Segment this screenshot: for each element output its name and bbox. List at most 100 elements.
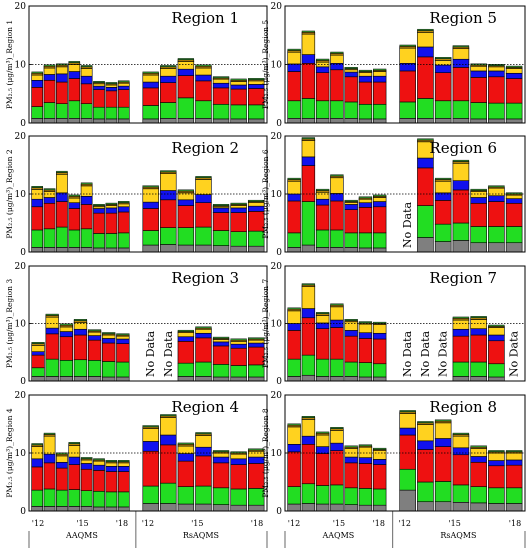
bar-cap (56, 452, 68, 455)
bar-segment (301, 286, 316, 309)
bar-segment (87, 359, 102, 377)
bar-segment (488, 376, 505, 382)
bar-segment (56, 73, 68, 83)
bar-segment (315, 247, 330, 253)
bar-segment (43, 247, 56, 253)
bar-segment (212, 376, 230, 382)
x-tick-label: '15 (448, 519, 460, 528)
bar-segment (31, 489, 44, 507)
bar-segment (117, 506, 130, 512)
bar-segment (470, 197, 487, 204)
bar-segment (177, 341, 195, 364)
bar-cap (80, 182, 93, 185)
bar-segment (116, 361, 130, 378)
bar-cap (301, 283, 316, 286)
bar-segment (330, 430, 344, 444)
y-axis-label: PM₂.₅ (μg/m³)_Region 2 (5, 149, 14, 238)
bar-segment (488, 503, 505, 512)
y-tick-label: 20 (271, 262, 283, 272)
bar-segment (330, 327, 344, 360)
bar-cap (417, 28, 434, 31)
bar-segment (68, 506, 81, 512)
bar-segment (417, 422, 434, 425)
bar-cap (212, 450, 230, 453)
bar-segment (434, 180, 452, 194)
bar-cap (31, 443, 43, 446)
bar-segment (452, 222, 470, 241)
bar-segment (230, 212, 247, 232)
bar-segment (434, 420, 452, 424)
bar-segment (102, 334, 116, 339)
bar-segment (372, 464, 387, 490)
bar-cap (470, 188, 487, 191)
bar-cap (358, 321, 373, 324)
bar-segment (80, 506, 93, 512)
bar-segment (505, 459, 523, 466)
y-axis-label: PM₂.₅ (μg/m³)_Region 8 (261, 408, 270, 497)
bar-segment (452, 435, 470, 449)
bar-segment (142, 428, 159, 442)
no-data-label: No Data (419, 330, 432, 377)
bar-segment (160, 102, 177, 119)
bar-segment (301, 165, 316, 202)
bar-segment (358, 75, 373, 83)
bar-cap (160, 65, 177, 68)
bar-segment (470, 202, 487, 227)
bar-segment (358, 247, 373, 253)
bar-segment (417, 56, 434, 99)
bar-segment (80, 83, 93, 104)
bar-segment (73, 334, 88, 361)
no-data-label: No Data (401, 201, 414, 248)
bar-segment (417, 32, 434, 48)
bar-segment (116, 335, 130, 340)
bar-segment (195, 433, 212, 436)
bar-segment (344, 376, 358, 382)
y-tick-label: 10 (15, 190, 27, 200)
y-tick-label: 10 (15, 320, 27, 330)
bar-segment (287, 200, 301, 234)
bar-segment (177, 244, 195, 253)
bar-segment (102, 361, 116, 378)
bar-segment (117, 491, 130, 508)
bar-segment (177, 503, 195, 512)
bar-segment (434, 64, 452, 73)
bar-segment (330, 503, 344, 512)
bar-segment (195, 337, 212, 363)
bar-segment (434, 72, 452, 102)
bar-segment (230, 245, 247, 253)
bar-segment (488, 460, 505, 467)
bar-segment (452, 434, 470, 437)
bar-segment (68, 64, 81, 72)
bar-segment (470, 328, 487, 336)
bar-segment (102, 342, 116, 362)
bar-segment (247, 504, 265, 512)
bar-cap (45, 313, 59, 316)
bar-segment (434, 446, 452, 482)
bar-segment (212, 82, 230, 89)
bar-segment (330, 118, 344, 124)
bar-segment (43, 189, 56, 192)
bar-segment (177, 75, 195, 99)
bar-segment (301, 417, 316, 420)
y-axis-label: PM₂.₅ (μg/m³)_Region 3 (5, 279, 14, 368)
bar-segment (177, 205, 195, 228)
bar-segment (230, 88, 247, 106)
bar-segment (301, 138, 316, 141)
bar-segment (177, 486, 195, 505)
bar-segment (142, 87, 159, 106)
bar-segment (505, 194, 523, 199)
bar-segment (230, 104, 247, 120)
bar-cap (358, 444, 373, 447)
bar-segment (87, 331, 102, 336)
bar-segment (43, 506, 56, 512)
bar-segment (358, 232, 373, 249)
no-data-label: No Data (144, 330, 157, 377)
bar-segment (31, 247, 44, 253)
bar-segment (417, 46, 434, 58)
bar-segment (212, 103, 230, 120)
bar-segment (160, 415, 177, 418)
bar-cap (43, 64, 56, 67)
bar-cap (177, 58, 194, 61)
